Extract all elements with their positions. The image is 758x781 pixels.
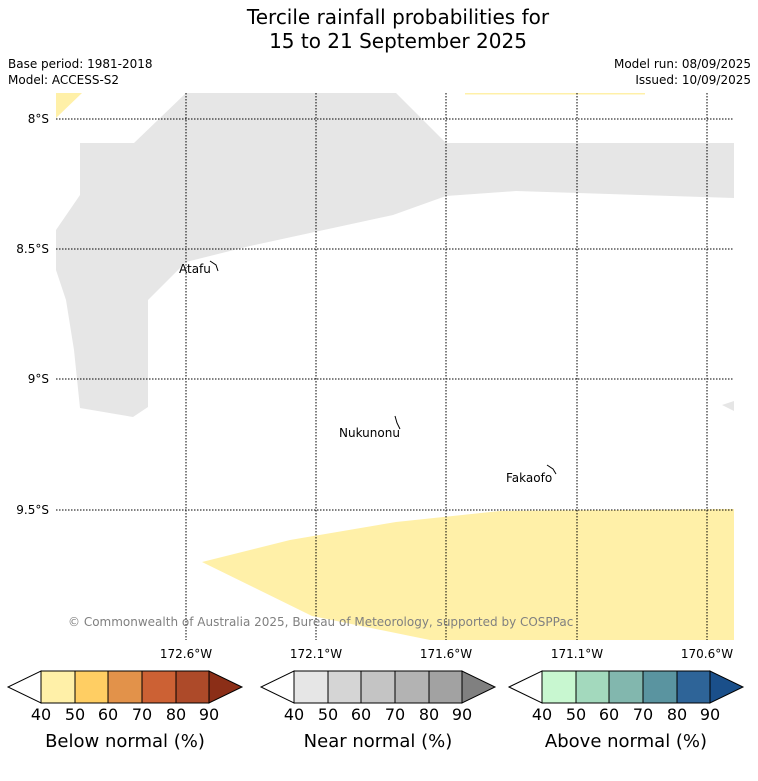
colorbar-above-tick-70: 70 [633, 705, 653, 724]
colorbar-near-swatch-80-90 [428, 670, 463, 704]
colorbar-near-swatch-60-70 [360, 670, 396, 704]
near-normal-region [56, 93, 734, 417]
colorbar-above-swatch-60-70 [608, 670, 644, 704]
colorbar-near-tick-90: 90 [452, 705, 472, 724]
longitude-labels: 172.6°W 172.1°W 171.6°W 171.1°W 170.6°W [160, 647, 733, 661]
colorbar-near-swatch-50-60 [327, 670, 362, 704]
lat-label-8-5s: 8.5°S [16, 242, 49, 256]
colorbar-near-tick-60: 60 [351, 705, 371, 724]
lon-label-172-1w: 172.1°W [290, 647, 342, 661]
colorbar-near-under-arrow [259, 670, 295, 704]
colorbar-below-tick-80: 80 [166, 705, 186, 724]
colorbar-below-tick-60: 60 [98, 705, 118, 724]
colorbar-near-swatch-40-50 [293, 670, 329, 704]
colorbar-above-title: Above normal (%) [545, 731, 707, 752]
model-info: Base period: 1981-2018 Model: ACCESS-S2 [8, 56, 153, 88]
colorbar-below-normal: 40 50 60 70 80 90 Below normal (%) [6, 670, 244, 752]
colorbar-above-tick-90: 90 [700, 705, 720, 724]
title-line-1: Tercile rainfall probabilities for [246, 5, 550, 29]
nukunonu-atoll [394, 415, 401, 430]
colorbar-near-tick-80: 80 [419, 705, 439, 724]
colorbar-above-swatch-50-60 [575, 670, 610, 704]
below-normal-region-south [202, 509, 734, 640]
colorbar-above-tick-40: 40 [532, 705, 552, 724]
colorbar-near-tick-40: 40 [284, 705, 304, 724]
colorbar-near-normal: 40 50 60 70 80 90 Near normal (%) [259, 670, 497, 752]
colorbar-above-over-arrow [709, 670, 745, 704]
colorbar-above-under-arrow [507, 670, 543, 704]
near-normal-region-east [722, 401, 734, 411]
latitude-labels: 8°S 8.5°S 9°S 9.5°S [16, 112, 49, 517]
issued-date: Issued: 10/09/2025 [635, 73, 751, 87]
below-normal-region-top [465, 93, 645, 95]
lat-label-9-5s: 9.5°S [16, 503, 49, 517]
lat-label-8s: 8°S [28, 112, 49, 126]
place-label-fakaofo: Fakaofo [506, 471, 552, 485]
colorbar-below-swatch-50-60 [74, 670, 109, 704]
colorbar-below-tick-40: 40 [31, 705, 51, 724]
model-name: Model: ACCESS-S2 [8, 73, 120, 87]
lon-label-170-6w: 170.6°W [681, 647, 733, 661]
colorbar-above-tick-60: 60 [599, 705, 619, 724]
colorbar-below-swatch-80-90 [175, 670, 210, 704]
place-label-nukunonu: Nukunonu [339, 426, 400, 440]
colorbar-below-over-arrow [208, 670, 244, 704]
colorbar-near-over-arrow [461, 670, 497, 704]
run-info: Model run: 08/09/2025 Issued: 10/09/2025 [614, 56, 751, 88]
title-line-2: 15 to 21 September 2025 [269, 29, 527, 53]
colorbar-below-tick-50: 50 [65, 705, 85, 724]
colorbar-below-swatch-40-50 [40, 670, 76, 704]
colorbar-below-swatch-60-70 [107, 670, 143, 704]
colorbar-below-title: Below normal (%) [45, 731, 205, 752]
colorbar-above-swatch-80-90 [676, 670, 711, 704]
fakaofo-atoll [546, 464, 557, 475]
colorbar-near-tick-50: 50 [318, 705, 338, 724]
colorbar-near-title: Near normal (%) [304, 731, 453, 752]
colorbar-below-under-arrow [6, 670, 42, 704]
lat-label-9s: 9°S [28, 372, 49, 386]
copyright-notice: © Commonwealth of Australia 2025, Bureau… [68, 615, 573, 629]
lon-label-171-1w: 171.1°W [551, 647, 603, 661]
colorbar-above-tick-50: 50 [566, 705, 586, 724]
lon-label-172-6w: 172.6°W [160, 647, 212, 661]
colorbar-near-swatch-70-80 [394, 670, 430, 704]
lon-label-171-6w: 171.6°W [420, 647, 472, 661]
colorbar-above-tick-80: 80 [667, 705, 687, 724]
below-normal-region-nw [56, 93, 82, 118]
place-label-atafu: Atafu [179, 262, 211, 276]
colorbar-above-swatch-40-50 [541, 670, 577, 704]
map-panel: Atafu Nukunonu Fakaofo © Commonwealth of… [56, 93, 734, 640]
colorbar-near-tick-70: 70 [385, 705, 405, 724]
colorbar-above-swatch-70-80 [642, 670, 678, 704]
colorbar-below-tick-70: 70 [132, 705, 152, 724]
model-run-date: Model run: 08/09/2025 [613, 57, 751, 71]
graticule [56, 93, 734, 640]
colorbar-above-normal: 40 50 60 70 80 90 Above normal (%) [507, 670, 745, 752]
map-title: Tercile rainfall probabilities for 15 to… [0, 5, 758, 53]
colorbar-below-swatch-70-80 [141, 670, 177, 704]
colorbar-below-tick-90: 90 [199, 705, 219, 724]
base-period: Base period: 1981-2018 [8, 57, 153, 71]
atafu-atoll [209, 260, 219, 272]
